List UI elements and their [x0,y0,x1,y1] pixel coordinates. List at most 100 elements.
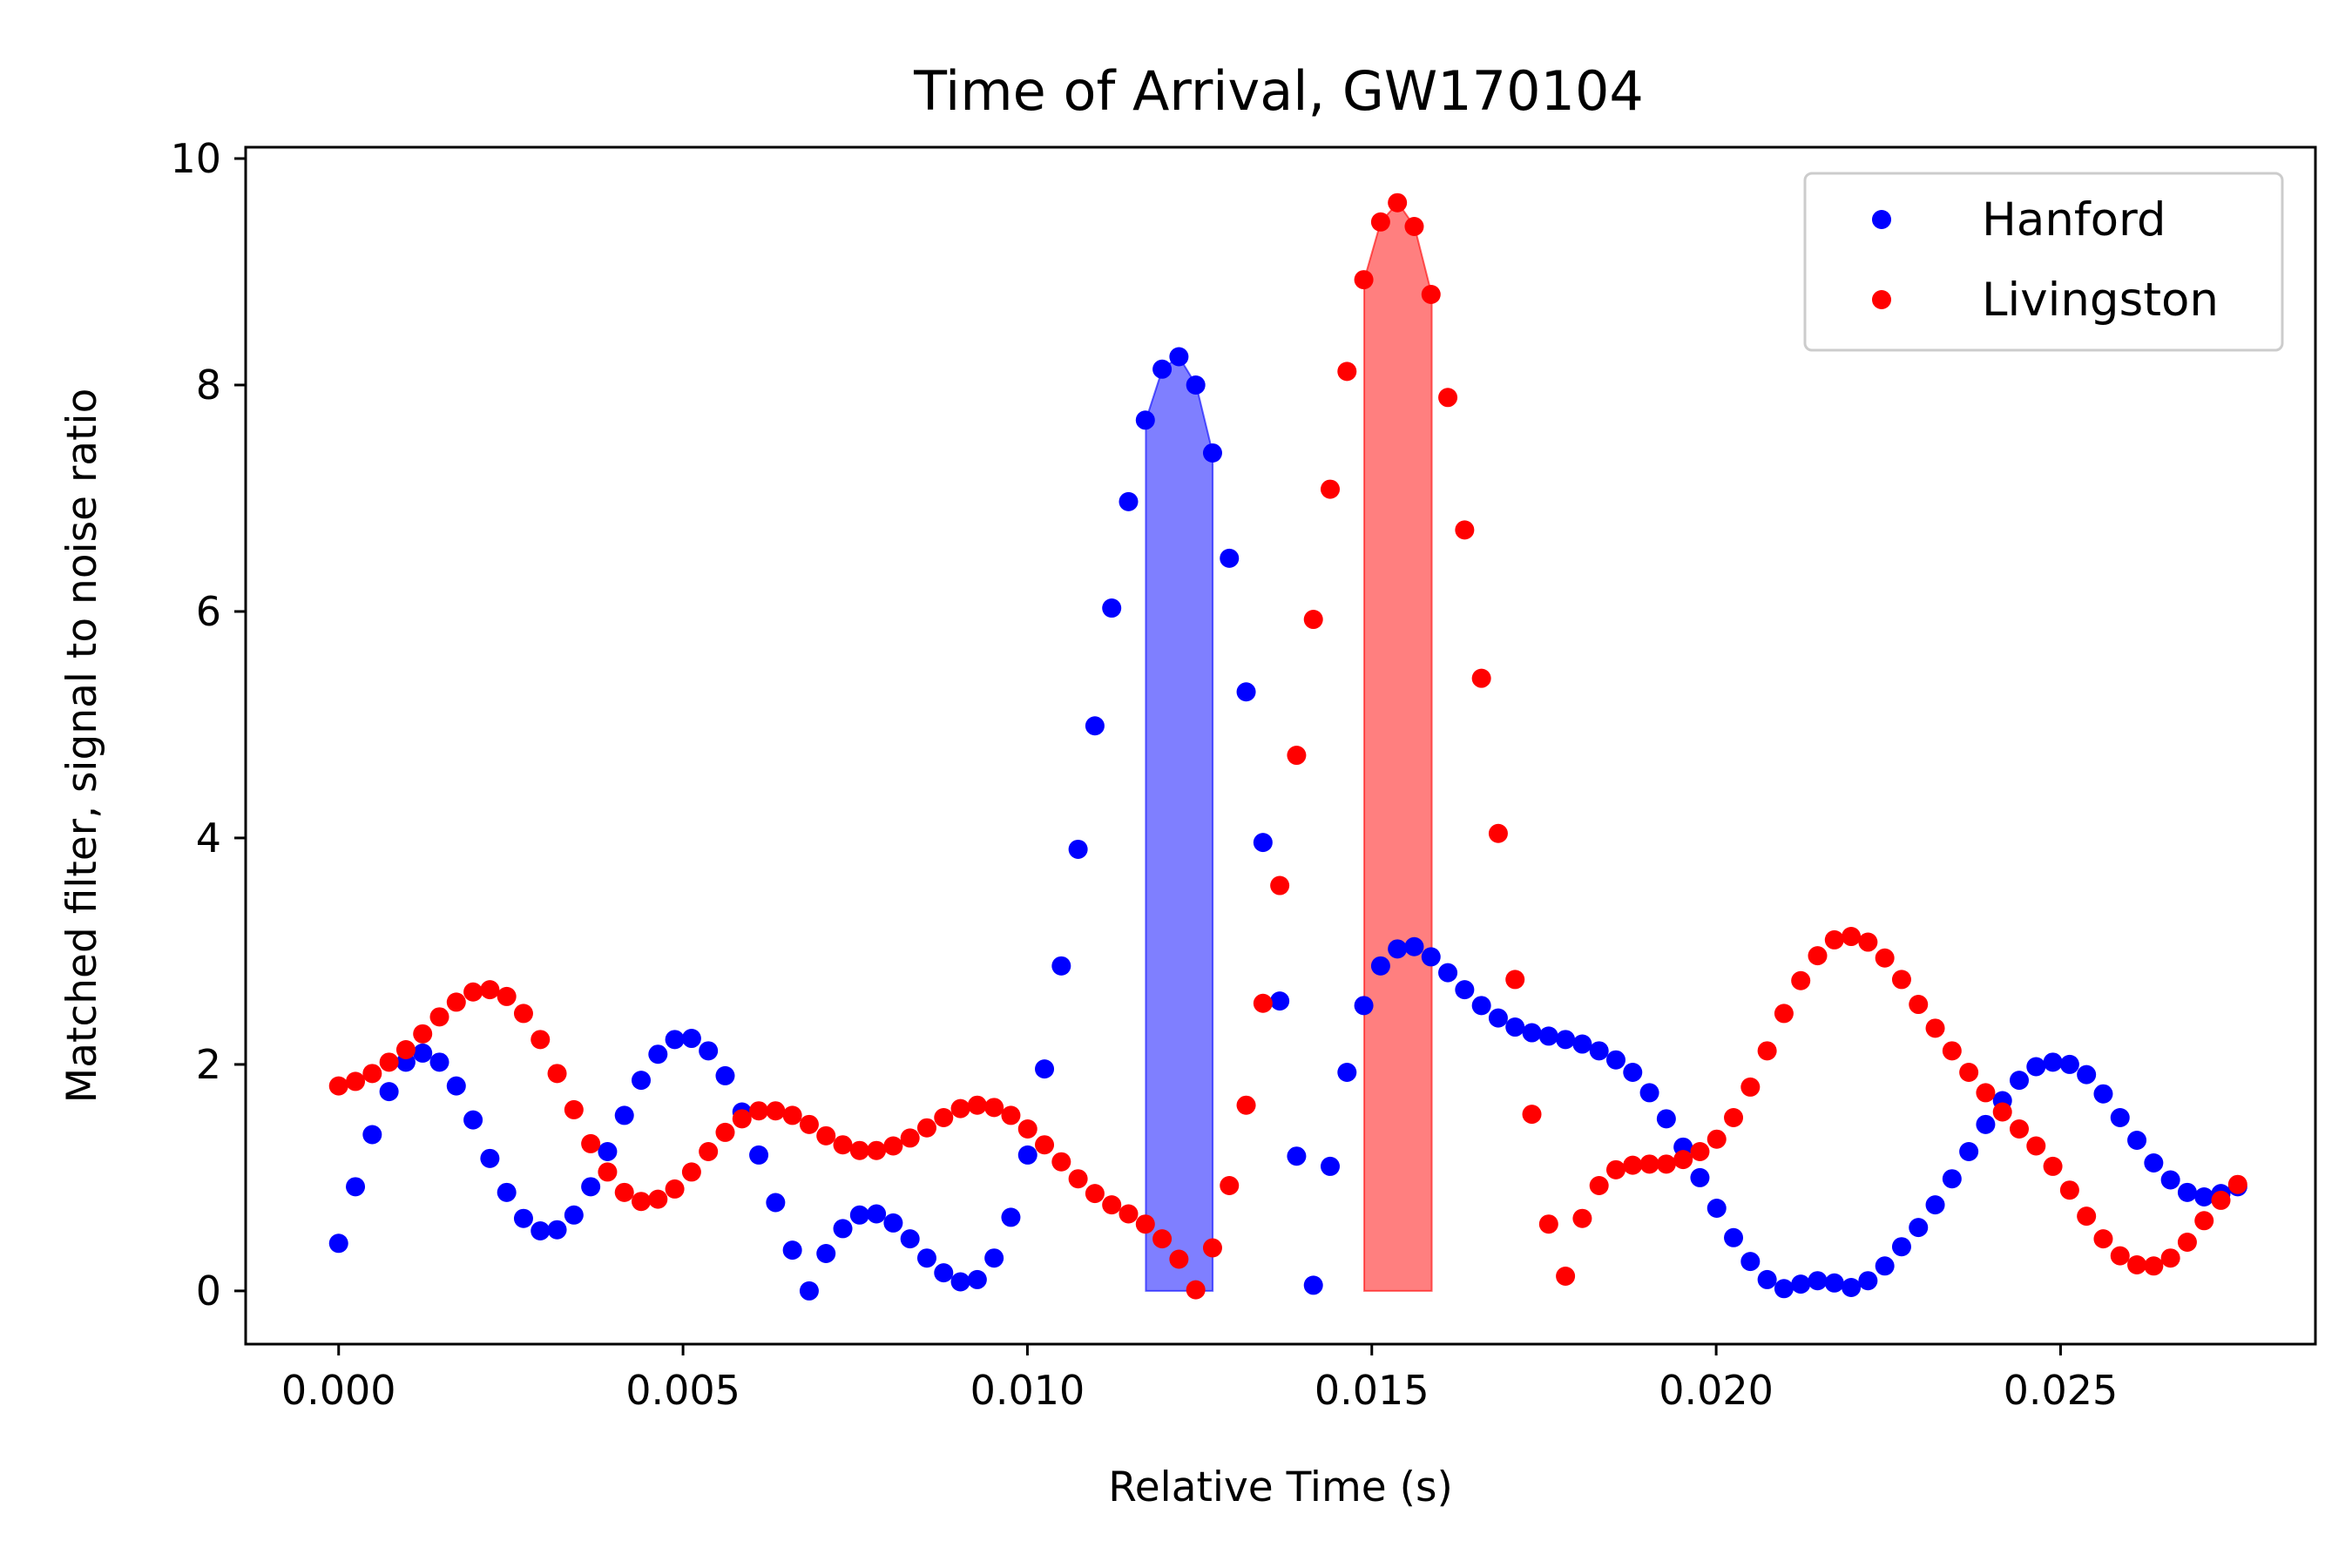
data-point [598,1142,618,1162]
data-point [1287,746,1307,766]
data-point [362,1064,382,1084]
y-tick-label: 2 [196,1041,221,1088]
fill-region-livingston [1363,201,1433,1292]
chart-title: Time of Arrival, GW170104 [913,59,1644,123]
data-point [1505,970,1525,990]
data-point [1858,1271,1878,1291]
data-point [699,1041,719,1061]
data-point [2059,1054,2079,1074]
data-point [1303,610,1323,630]
data-point [984,1248,1004,1268]
data-point [1891,970,1911,990]
data-point [749,1101,769,1121]
data-point [1220,548,1240,568]
data-point [1842,1278,1862,1298]
data-point [2010,1071,2030,1091]
fill-region-hanford [1145,355,1214,1292]
data-point [2211,1190,2231,1210]
data-point [681,1162,701,1182]
data-point [1438,963,1458,983]
data-point [2110,1108,2130,1128]
data-point [1236,682,1256,702]
data-point [1959,1063,1979,1083]
data-point [1388,939,1408,959]
data-point [463,1110,483,1130]
x-tick-label: 0.005 [625,1367,740,1414]
data-point [916,1248,936,1268]
data-point [1051,956,1071,976]
data-points [328,193,2247,1301]
data-point [1001,1207,1021,1227]
data-point [1068,839,1088,859]
data-point [346,1071,366,1092]
data-point [1152,1229,1173,1249]
data-point [328,1233,348,1254]
data-point [564,1205,584,1225]
data-point [1270,991,1290,1011]
data-point [1842,927,1862,947]
data-point [1522,1105,1542,1125]
x-tick-label: 0.025 [2004,1367,2119,1414]
data-point [766,1193,786,1213]
data-point [1471,668,1491,688]
data-point [1556,1030,1576,1050]
data-point [900,1128,920,1148]
data-point [1572,1208,1592,1228]
data-point [934,1108,954,1128]
data-point [1455,980,1475,1000]
data-point [1102,1195,1122,1215]
x-tick-label: 0.010 [970,1367,1085,1414]
data-point [1202,1238,1222,1258]
data-point [1119,1204,1139,1224]
data-point [1707,1129,1727,1149]
data-point [1337,1063,1357,1083]
data-point [632,1071,652,1091]
legend-box [1803,172,2284,352]
data-point [883,1136,903,1156]
data-point [1639,1083,1659,1103]
y-axis: 0 2 4 6 8 10 [170,135,246,1315]
data-point [900,1229,920,1249]
data-point [1589,1176,1609,1196]
y-tick-label: 10 [170,135,221,182]
data-point [1538,1214,1558,1234]
data-point [1035,1135,1055,1155]
data-point [1017,1145,1037,1165]
data-point [934,1263,954,1283]
x-tick-label: 0.020 [1659,1367,1774,1414]
data-point [1808,946,1828,966]
data-point [1287,1146,1307,1166]
x-tick-label: 0.015 [1315,1367,1429,1414]
data-point [950,1098,970,1119]
data-point [1791,1274,1811,1294]
data-point [1017,1119,1037,1139]
data-point [1001,1105,1021,1125]
data-point [2194,1187,2214,1207]
data-point [2077,1206,2097,1227]
data-point [1321,1156,1341,1176]
data-point [681,1029,701,1049]
data-point [1303,1275,1323,1295]
data-point [2093,1084,2113,1104]
data-point [1757,1041,1777,1061]
data-point [2160,1170,2180,1190]
data-point [1186,1280,1206,1300]
data-point [1505,1017,1525,1037]
data-point [2093,1229,2113,1249]
data-point [849,1140,869,1160]
legend: Hanford Livingston [1803,172,2284,352]
data-point [883,1213,903,1233]
data-point [950,1272,970,1292]
data-point [1388,193,1408,213]
plot-frame [244,145,2317,1346]
data-point [1656,1154,1676,1174]
x-tick-label: 0.000 [281,1367,396,1414]
data-point [614,1182,634,1202]
data-point [2127,1131,2147,1151]
data-point [1135,410,1155,430]
data-point [2227,1174,2247,1194]
data-point [1321,479,1341,499]
data-point [1891,1237,1911,1257]
data-point [362,1125,382,1145]
data-point [749,1145,769,1165]
